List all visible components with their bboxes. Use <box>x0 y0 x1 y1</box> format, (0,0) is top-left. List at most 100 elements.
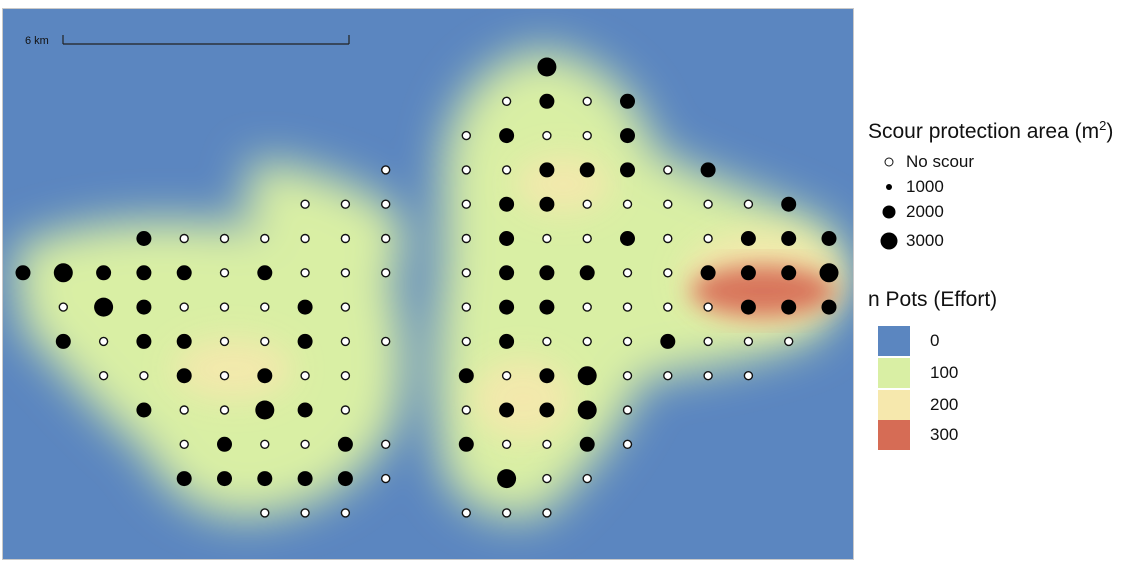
turbine-no-scour <box>663 371 673 381</box>
turbine-no-scour <box>622 336 633 347</box>
turbine-scour-2000 <box>499 231 515 246</box>
turbine-scour-2000 <box>781 299 797 315</box>
turbine-no-scour <box>501 508 512 518</box>
legend-panel: Scour protection area (m2) No scour 1000… <box>864 0 1143 565</box>
color-swatch <box>878 326 910 356</box>
turbine-no-scour <box>582 233 592 244</box>
turbine-no-scour <box>179 439 189 449</box>
turbine-no-scour <box>381 268 391 278</box>
turbine-scour-2000 <box>257 368 273 384</box>
turbine-no-scour <box>219 268 230 278</box>
turbine-no-scour <box>663 165 673 175</box>
turbine-no-scour <box>703 199 713 209</box>
turbine-no-scour <box>381 336 391 347</box>
turbine-no-scour <box>219 233 230 244</box>
turbine-no-scour <box>219 336 230 347</box>
turbine-no-scour <box>622 439 633 449</box>
scour-legend-title-close: ) <box>1106 120 1114 143</box>
scour-legend-title-text: Scour protection area (m <box>868 120 1100 143</box>
turbine-no-scour <box>582 302 592 312</box>
turbine-no-scour <box>743 371 754 381</box>
turbine-no-scour <box>622 371 633 381</box>
turbine-no-scour <box>340 405 351 415</box>
turbine-scour-2000 <box>136 265 152 281</box>
legend-item-1000: 1000 <box>878 176 944 198</box>
turbine-scour-3000 <box>255 400 275 420</box>
turbine-scour-2000 <box>620 128 635 144</box>
turbine-no-scour <box>663 199 673 209</box>
turbine-scour-2000 <box>740 231 756 246</box>
turbine-no-scour <box>381 439 391 449</box>
turbine-scour-2000 <box>136 402 152 418</box>
turbine-scour-2000 <box>539 368 555 384</box>
turbine-no-scour <box>582 199 592 209</box>
turbine-no-scour <box>542 439 552 449</box>
turbine-scour-2000 <box>539 299 555 315</box>
turbine-no-scour <box>622 199 633 209</box>
turbine-no-scour <box>542 233 552 244</box>
turbine-no-scour <box>461 199 471 209</box>
turbine-no-scour <box>622 405 633 415</box>
turbine-scour-2000 <box>539 196 555 212</box>
turbine-scour-2000 <box>297 402 313 418</box>
turbine-scour-2000 <box>136 231 152 246</box>
turbine-no-scour <box>582 96 592 107</box>
small-dot-icon <box>878 176 900 198</box>
turbine-scour-2000 <box>539 402 555 418</box>
turbine-no-scour <box>461 165 471 175</box>
turbine-no-scour <box>300 371 310 381</box>
turbine-scour-2000 <box>620 93 635 109</box>
turbine-scour-2000 <box>499 196 515 212</box>
open-circle-icon <box>878 151 900 173</box>
turbine-scour-2000 <box>660 333 676 349</box>
turbine-no-scour <box>381 199 391 209</box>
turbine-no-scour <box>461 233 471 244</box>
turbine-scour-2000 <box>217 471 232 487</box>
turbine-no-scour <box>219 405 230 415</box>
turbine-scour-3000 <box>53 263 73 283</box>
turbine-scour-3000 <box>497 469 517 489</box>
turbine-no-scour <box>461 336 471 347</box>
turbine-no-scour <box>340 233 351 244</box>
turbine-no-scour <box>703 336 713 347</box>
effort-legend-label: 0 <box>930 331 940 350</box>
turbine-no-scour <box>663 233 673 244</box>
effort-legend-item-0: 0 <box>878 326 939 356</box>
effort-legend-label: 300 <box>930 425 959 444</box>
turbine-scour-2000 <box>740 299 756 315</box>
turbine-scour-3000 <box>819 263 839 283</box>
turbine-no-scour <box>542 508 552 518</box>
turbine-no-scour <box>461 302 471 312</box>
turbine-scour-2000 <box>579 162 595 178</box>
turbine-no-scour <box>139 371 149 381</box>
turbine-no-scour <box>340 302 351 312</box>
turbine-scour-3000 <box>94 297 114 317</box>
wind-farm-map: 6 km <box>3 9 853 559</box>
turbine-no-scour <box>542 473 552 484</box>
legend-item-label: 3000 <box>906 231 944 250</box>
color-swatch <box>878 420 910 450</box>
turbine-no-scour <box>260 233 270 244</box>
scale-bar-label: 6 km <box>25 35 49 47</box>
legend-item-label: 2000 <box>906 202 944 221</box>
turbine-no-scour <box>340 199 351 209</box>
turbine-no-scour <box>340 371 351 381</box>
turbine-no-scour <box>461 508 471 518</box>
turbine-no-scour <box>743 199 754 209</box>
turbine-scour-2000 <box>176 265 192 281</box>
turbine-no-scour <box>501 439 512 449</box>
effort-heat-high <box>691 265 835 317</box>
turbine-scour-2000 <box>217 436 232 452</box>
turbine-no-scour <box>179 302 189 312</box>
turbine-no-scour <box>179 405 189 415</box>
turbine-no-scour <box>582 336 592 347</box>
turbine-no-scour <box>784 336 794 347</box>
turbine-no-scour <box>703 233 713 244</box>
turbine-no-scour <box>300 439 310 449</box>
turbine-scour-2000 <box>297 299 313 315</box>
color-swatch <box>878 358 910 388</box>
turbine-scour-2000 <box>700 162 716 178</box>
turbine-scour-2000 <box>499 265 515 281</box>
turbine-scour-2000 <box>499 402 515 418</box>
turbine-scour-2000 <box>539 265 555 281</box>
